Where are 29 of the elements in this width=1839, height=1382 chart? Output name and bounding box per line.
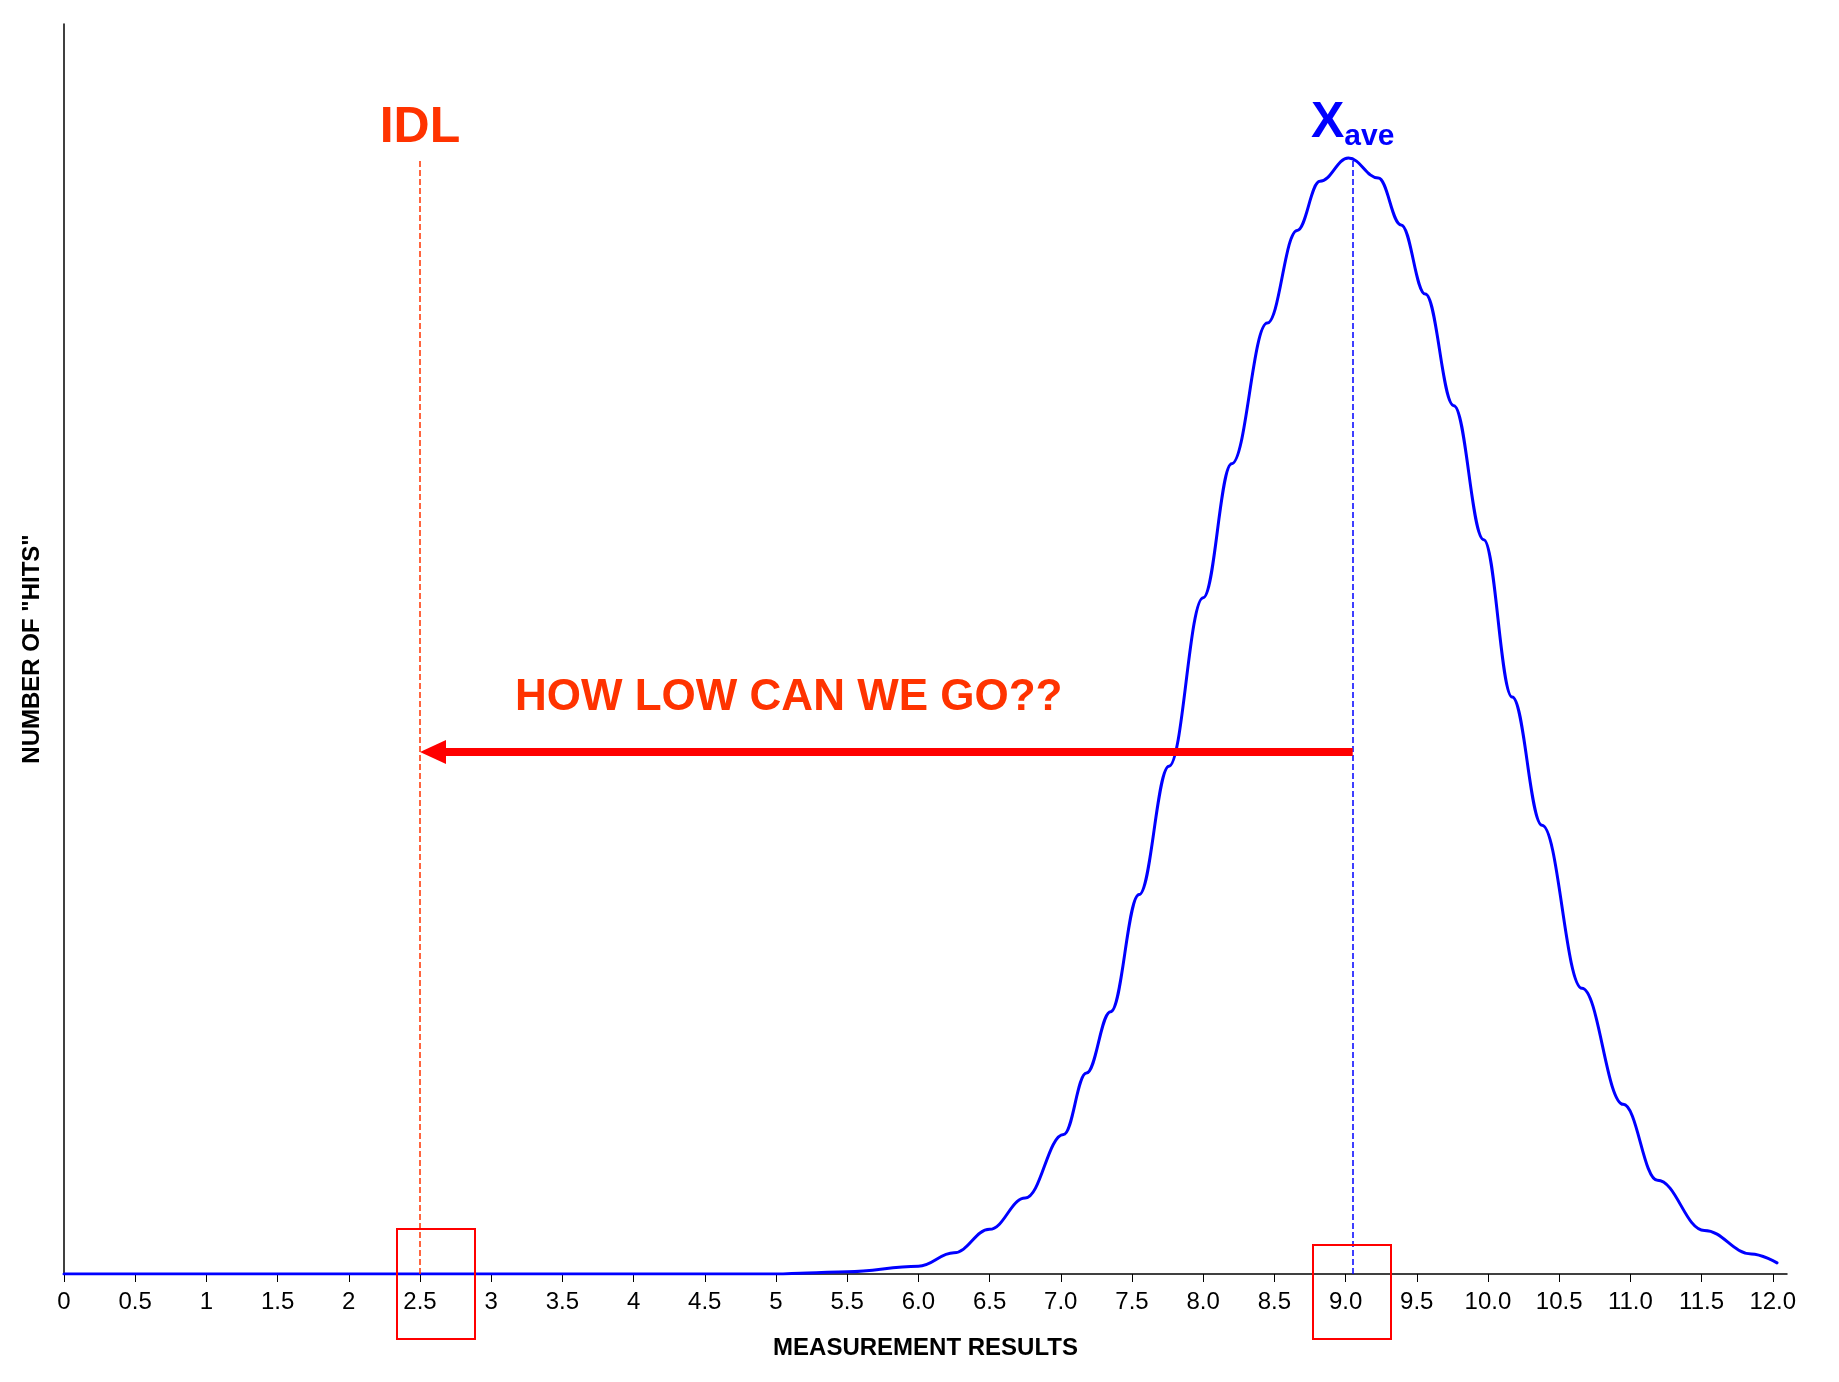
x-tick-label: 5.5 xyxy=(830,1286,864,1314)
x-tick-label: 9.0 xyxy=(1328,1286,1363,1314)
x-tick-label: 2.5 xyxy=(403,1286,437,1314)
x-tick-label: 8.0 xyxy=(1186,1286,1220,1314)
x-tick-label: 6.0 xyxy=(901,1286,936,1314)
x-tick-label: 7.5 xyxy=(1115,1286,1149,1314)
x-tick-label: 3 xyxy=(484,1286,498,1314)
annotation: HOW LOW CAN WE GO?? xyxy=(514,669,1063,720)
x-tick-label: 9.5 xyxy=(1400,1286,1434,1314)
x-tick-label: 6.5 xyxy=(972,1286,1007,1314)
x-tick-label: 10.0 xyxy=(1464,1286,1512,1314)
x-tick-label: 11.5 xyxy=(1679,1286,1725,1314)
x-tick-label: 11.0 xyxy=(1607,1286,1653,1314)
x-tick-label: 1 xyxy=(199,1286,214,1314)
x-tick-label: 4 xyxy=(626,1286,641,1314)
x-tick-label: 7.0 xyxy=(1044,1286,1078,1314)
x-tick-label: 0 xyxy=(57,1286,71,1314)
y-axis-title: NUMBER OF "HITS" xyxy=(16,534,44,764)
x-tick-label: 10.5 xyxy=(1535,1286,1583,1314)
x-tick-label: 0.5 xyxy=(118,1286,152,1314)
x-axis-title: MEASUREMENT RESULTS xyxy=(773,1332,1078,1360)
ref-line-label: IDL xyxy=(379,96,461,153)
x-tick-label: 12.0 xyxy=(1749,1286,1797,1314)
x-tick-label: 5 xyxy=(769,1286,783,1314)
x-tick-label: 2 xyxy=(342,1286,356,1314)
x-tick-label: 4.5 xyxy=(688,1286,722,1314)
x-tick-label: 8.5 xyxy=(1257,1286,1292,1314)
x-tick-label: 1.5 xyxy=(260,1286,295,1314)
x-tick-label: 3.5 xyxy=(545,1286,580,1314)
